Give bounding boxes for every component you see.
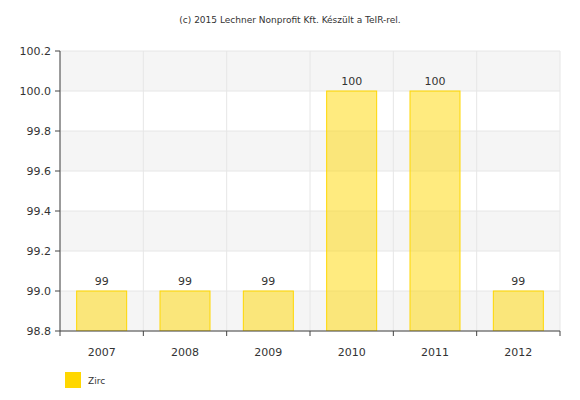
x-tick [560, 331, 561, 336]
grid-line-x [393, 51, 394, 331]
y-tick [55, 211, 60, 212]
bar [493, 291, 543, 331]
y-tick [55, 91, 60, 92]
grid-line-x [476, 51, 477, 331]
data-label: 99 [261, 275, 275, 288]
grid-line-x [60, 51, 61, 331]
data-label: 100 [341, 75, 362, 88]
data-label: 99 [511, 275, 525, 288]
bar [327, 91, 377, 331]
y-tick [55, 251, 60, 252]
legend: Zirc [65, 372, 105, 388]
grid-line-x [226, 51, 227, 331]
chart: (c) 2015 Lechner Nonprofit Kft. Készült … [0, 0, 580, 400]
y-tick [55, 131, 60, 132]
y-tick-label: 99.2 [27, 245, 52, 258]
data-labels: 99 99 99 100 100 99 [95, 75, 526, 288]
y-tick-label: 98.8 [27, 325, 52, 338]
x-tick-label: 2010 [338, 346, 366, 359]
y-tick [55, 171, 60, 172]
data-label: 99 [178, 275, 192, 288]
bars [77, 91, 544, 331]
y-tick-label: 99.4 [27, 205, 52, 218]
grid-line-x [143, 51, 144, 331]
x-tick-label: 2009 [254, 346, 282, 359]
legend-swatch [65, 372, 81, 388]
x-tick-label: 2008 [171, 346, 199, 359]
x-tick-label: 2011 [421, 346, 449, 359]
y-tick-label: 100.2 [20, 45, 52, 58]
grid-line-x [310, 51, 311, 331]
title: (c) 2015 Lechner Nonprofit Kft. Készült … [179, 15, 400, 25]
data-label: 99 [95, 275, 109, 288]
x-tick [60, 331, 61, 336]
x-tick-label: 2012 [504, 346, 532, 359]
bar [243, 291, 293, 331]
grid-line-x [560, 51, 561, 331]
y-tick [55, 331, 60, 332]
x-tick-label: 2007 [88, 346, 116, 359]
y-tick [55, 51, 60, 52]
y-tick-label: 99.8 [27, 125, 52, 138]
bar [77, 291, 127, 331]
x-tick [143, 331, 144, 336]
data-label: 100 [425, 75, 446, 88]
x-tick [476, 331, 477, 336]
y-axis [60, 51, 61, 331]
bar [410, 91, 460, 331]
y-tick-label: 100.0 [20, 85, 52, 98]
y-tick-label: 99.6 [27, 165, 52, 178]
y-tick [55, 291, 60, 292]
x-tick [310, 331, 311, 336]
y-tick-label: 99.0 [27, 285, 52, 298]
bar [160, 291, 210, 331]
x-tick [226, 331, 227, 336]
legend-label: Zirc [88, 376, 105, 386]
x-tick [393, 331, 394, 336]
